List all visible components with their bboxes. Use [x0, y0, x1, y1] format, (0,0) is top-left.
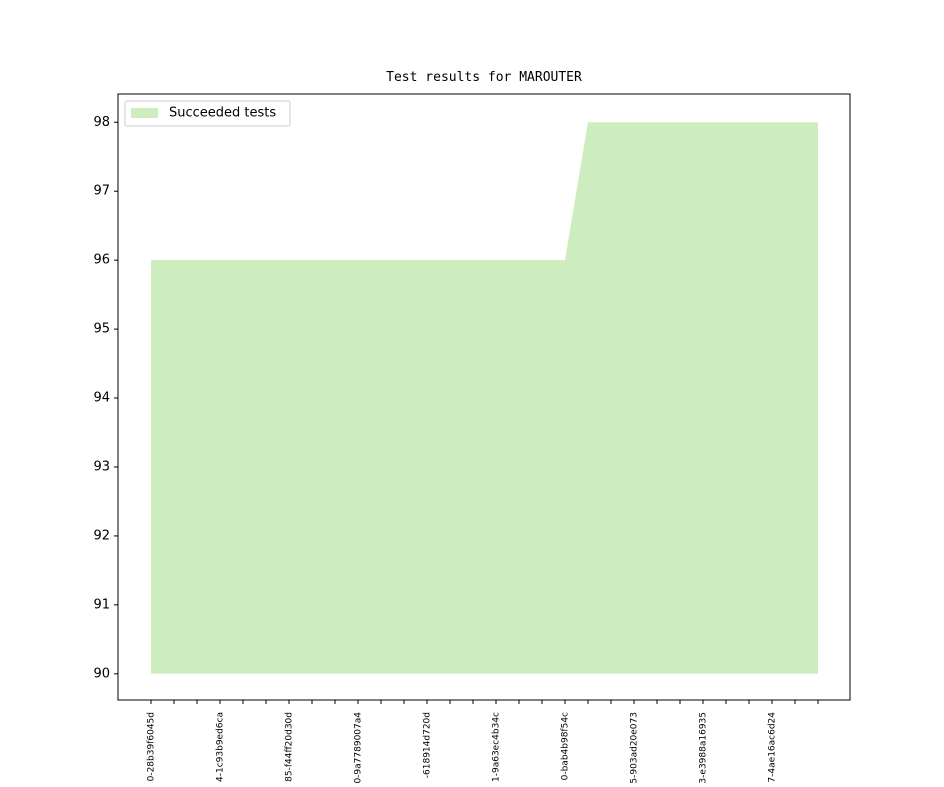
x-tick-label: 0-28b39f6045d: [147, 712, 157, 781]
x-tick-label: 7-4ae16ac6d24: [768, 712, 778, 783]
legend-label: Succeeded tests: [169, 106, 276, 121]
x-tick-label: 5-903ad20e073: [630, 712, 640, 784]
legend-swatch: [131, 108, 158, 118]
area: [151, 122, 818, 674]
x-tick-label: 4-1c93b9ed6ca: [216, 712, 226, 782]
x-tick-label: 0-bab4b98f54c: [561, 712, 571, 780]
plot-frame: [117, 93, 851, 701]
y-tick-label: 97: [93, 184, 110, 199]
x-tick-label: 1-9a63ec4b34c: [492, 712, 502, 782]
y-tick-label: 92: [93, 528, 110, 543]
y-tick-label: 96: [93, 253, 110, 268]
y-tick-label: 98: [93, 115, 110, 130]
y-tick-label: 90: [93, 666, 110, 681]
y-tick-label: 94: [93, 391, 110, 406]
x-tick-label: 85-f44ff20d30d: [285, 712, 295, 782]
y-tick-label: 93: [93, 459, 110, 474]
legend: Succeeded tests: [124, 100, 291, 127]
y-tick-label: 95: [93, 322, 110, 337]
y-tick-label: 91: [93, 597, 110, 612]
chart-title: Test results for MAROUTER: [386, 70, 582, 85]
legend-box: [124, 100, 291, 127]
x-tick-label: 3-e3988a16935: [699, 712, 709, 784]
x-tick-label: -618914d720d: [423, 712, 433, 778]
x-tick-label: 0-9a7789007a4: [354, 712, 364, 784]
